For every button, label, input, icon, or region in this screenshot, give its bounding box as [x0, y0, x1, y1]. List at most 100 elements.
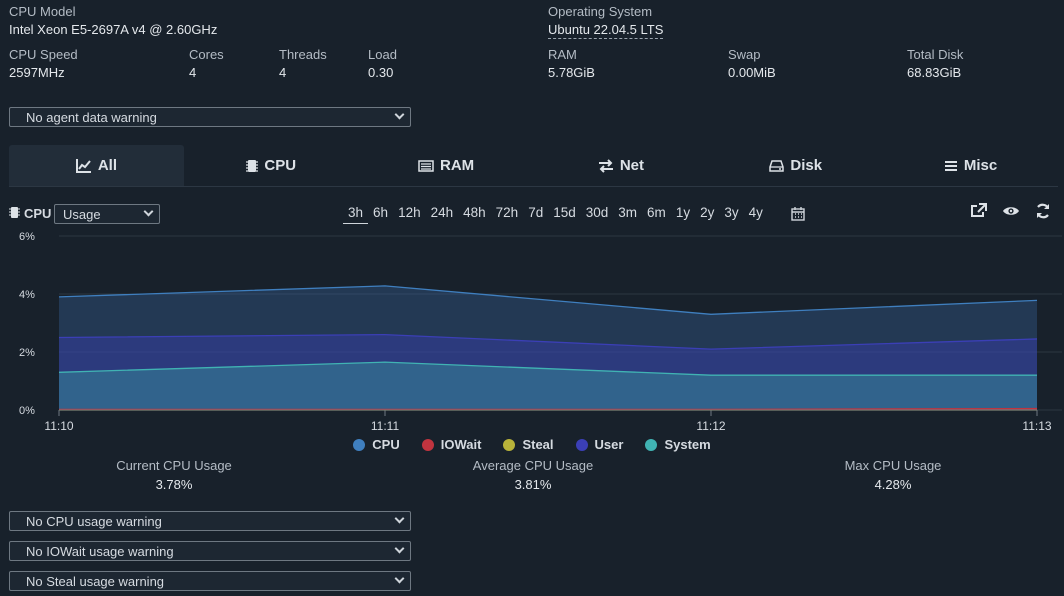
legend-dot: [353, 438, 366, 451]
bars-icon: [944, 160, 957, 171]
total-disk-label: Total Disk: [907, 47, 964, 62]
exchange-icon: [598, 158, 613, 173]
legend-item-cpu[interactable]: CPU: [353, 437, 400, 452]
range-15d[interactable]: 15d: [553, 205, 576, 220]
max-cpu-usage-value: 4.28%: [874, 477, 912, 492]
y-tick-label: 4%: [19, 289, 35, 301]
microchip-icon: [246, 159, 259, 172]
os-value[interactable]: Ubuntu 22.04.5 LTS: [548, 22, 664, 39]
range-2y[interactable]: 2y: [700, 205, 715, 220]
series-line-system: [58, 361, 1037, 376]
cpu-speed-label: CPU Speed: [9, 47, 78, 62]
calendar-icon[interactable]: [791, 207, 805, 221]
tab-label: CPU: [264, 157, 297, 174]
range-48h[interactable]: 48h: [463, 205, 486, 220]
threads-label: Threads: [279, 47, 327, 62]
legend-label: System: [664, 437, 711, 452]
cores-value: 4: [189, 65, 197, 80]
cpu-usage-chart[interactable]: 6% 4% 2% 0% 11:10 11:11 11:12 11:13: [0, 228, 1064, 436]
series-line-iowait: [59, 407, 1038, 411]
swap-label: Swap: [728, 47, 761, 62]
ram-value: 5.78GiB: [548, 65, 595, 80]
panel-title: CPU: [24, 206, 52, 221]
load-label: Load: [368, 47, 397, 62]
current-cpu-usage-value: 3.78%: [155, 477, 193, 492]
tab-disk[interactable]: Disk: [708, 145, 883, 186]
range-12h[interactable]: 12h: [398, 205, 421, 220]
range-3h[interactable]: 3h: [343, 202, 369, 224]
chart-line-icon: [75, 158, 91, 173]
cpu-speed-value: 2597MHz: [9, 65, 65, 80]
current-cpu-usage: Current CPU Usage 3.78%: [74, 458, 274, 492]
refresh-icon[interactable]: [1035, 203, 1051, 219]
max-cpu-usage-label: Max CPU Usage: [844, 458, 942, 473]
microchip-icon: [9, 207, 20, 218]
range-3m[interactable]: 3m: [618, 205, 638, 220]
range-6m[interactable]: 6m: [647, 205, 666, 220]
iowait-warning-select[interactable]: No IOWait usage warning: [9, 541, 411, 561]
range-4y[interactable]: 4y: [748, 205, 763, 220]
range-1y[interactable]: 1y: [675, 205, 691, 220]
average-cpu-usage-value: 3.81%: [514, 477, 552, 492]
legend-item-system[interactable]: System: [645, 437, 711, 452]
legend-item-steal[interactable]: Steal: [503, 437, 554, 452]
time-range-selector: 3h 6h 12h 24h 48h 72h 7d 15d 30d 3m 6m 1y 2y 3y 4y: [343, 202, 768, 224]
x-tick-label: 11:13: [1022, 419, 1051, 433]
cpu-warning-select[interactable]: No CPU usage warning: [9, 511, 411, 531]
legend-label: User: [594, 437, 624, 452]
tab-label: Misc: [963, 157, 998, 174]
x-tick-label: 11:11: [371, 419, 400, 433]
y-tick-label: 2%: [19, 347, 35, 359]
legend-label: IOWait: [440, 437, 482, 452]
cores-label: Cores: [189, 47, 224, 62]
tab-label: Net: [619, 157, 644, 174]
os-label: Operating System: [548, 4, 653, 19]
range-3y[interactable]: 3y: [724, 205, 739, 220]
series-line-user: [58, 333, 1038, 350]
legend-label: Steal: [522, 437, 554, 452]
max-cpu-usage: Max CPU Usage 4.28%: [793, 458, 993, 492]
tab-all[interactable]: All: [9, 145, 184, 186]
range-6h[interactable]: 6h: [373, 205, 389, 220]
steal-warning-select[interactable]: No Steal usage warning: [9, 571, 411, 591]
tab-label: All: [97, 157, 117, 174]
cpu-model-value: Intel Xeon E5-2697A v4 @ 2.60GHz: [9, 22, 218, 37]
threads-value: 4: [279, 65, 287, 80]
ram-label: RAM: [548, 47, 577, 62]
cpu-model-label: CPU Model: [9, 4, 76, 19]
average-cpu-usage: Average CPU Usage 3.81%: [433, 458, 633, 492]
series-area-cpu: [59, 285, 1037, 410]
x-tick-label: 11:10: [44, 419, 73, 433]
metric-tabs: All CPU RAM Net Disk Misc: [9, 145, 1058, 187]
tab-label: Disk: [790, 157, 823, 174]
legend-dot: [575, 438, 588, 451]
series-area-user: [59, 334, 1037, 410]
tab-cpu[interactable]: CPU: [184, 145, 359, 186]
y-tick-label: 6%: [19, 231, 35, 243]
memory-icon: [418, 159, 434, 172]
legend-item-iowait[interactable]: IOWait: [421, 437, 482, 452]
legend-dot: [645, 438, 658, 451]
legend-label: CPU: [372, 437, 400, 452]
range-30d[interactable]: 30d: [585, 205, 609, 220]
tab-misc[interactable]: Misc: [883, 145, 1058, 186]
y-tick-label: 0%: [19, 405, 35, 417]
range-7d[interactable]: 7d: [528, 205, 544, 220]
series-line-cpu: [58, 285, 1038, 315]
swap-value: 0.00MiB: [728, 65, 776, 80]
range-72h[interactable]: 72h: [495, 205, 519, 220]
range-24h[interactable]: 24h: [430, 205, 454, 220]
cpu-metric-select[interactable]: Usage: [54, 204, 160, 224]
agent-warning-select[interactable]: No agent data warning: [9, 107, 411, 127]
legend-item-user[interactable]: User: [575, 437, 624, 452]
tab-net[interactable]: Net: [533, 145, 708, 186]
eye-icon[interactable]: [1002, 205, 1020, 217]
tab-ram[interactable]: RAM: [359, 145, 534, 186]
average-cpu-usage-label: Average CPU Usage: [472, 458, 594, 473]
chart-legend: CPU IOWait Steal User System: [0, 437, 1064, 452]
current-cpu-usage-label: Current CPU Usage: [116, 458, 232, 473]
tab-label: RAM: [439, 157, 475, 174]
legend-dot: [421, 438, 434, 451]
external-link-icon[interactable]: [970, 203, 987, 218]
legend-dot: [503, 438, 516, 451]
